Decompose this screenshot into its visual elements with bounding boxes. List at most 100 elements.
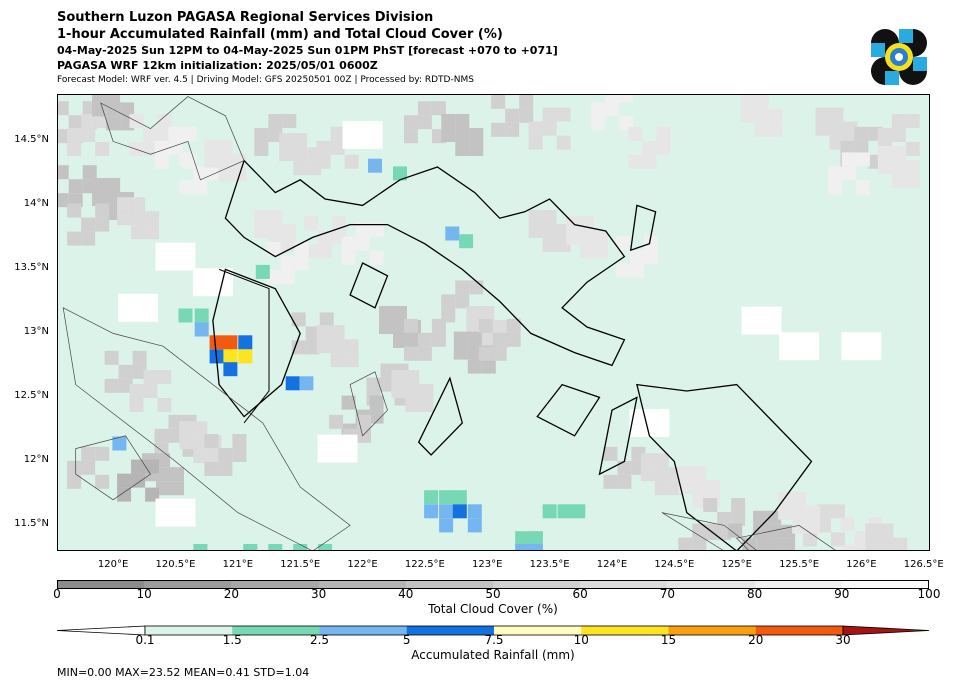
cloud-colorbar-segment (841, 580, 929, 589)
cloud-cover-cell (803, 532, 817, 547)
cloud-cover-cell (81, 114, 96, 128)
cloud-cover-cell (754, 108, 769, 123)
cloud-cover-cell (603, 446, 618, 461)
cloud-cover-cell (95, 217, 110, 232)
cloud-cover-cell (731, 498, 746, 512)
cloud-cover-cell (330, 339, 345, 354)
longitude-tick-label: 122.5°E (404, 559, 445, 570)
coastline (417, 376, 464, 456)
cloud-cover-cell (542, 210, 557, 224)
cloud-cover-cell (591, 116, 605, 131)
cloud-colorbar-tick: 30 (310, 587, 327, 601)
cloud-cover-cell (419, 398, 434, 412)
cloud-cover-cell (218, 153, 233, 168)
cloud-cover-cell (304, 216, 319, 231)
cloud-cover-cell (629, 249, 644, 264)
rainfall-cell (459, 234, 474, 249)
rain-colorbar-segment (145, 626, 233, 635)
cloud-cover-cell (279, 147, 294, 162)
longitude-tick-label: 125.5°E (779, 559, 820, 570)
rain-colorbar-under-arrow (56, 625, 146, 636)
cloud-cover-cell (154, 428, 169, 443)
cloud-cover-cell (143, 128, 158, 142)
coastline (598, 396, 638, 476)
cloud-cover-cell (417, 332, 432, 347)
rainfall-cell (112, 436, 127, 451)
cloud-cover-cell (854, 531, 869, 546)
cloud-cover-cell (829, 121, 844, 136)
cloud-cover-cell (754, 122, 769, 137)
province-boundary (218, 268, 270, 424)
cloud-cover-cell (341, 250, 356, 265)
cloud-cover-cell (280, 270, 295, 284)
cloud-cover-cell (542, 224, 557, 238)
rainfall-cell (238, 349, 253, 364)
cloud-cover-cell (268, 224, 283, 238)
coastline (636, 383, 813, 551)
cloud-cover-cell (170, 481, 184, 496)
coastline-outside-region (62, 307, 351, 551)
cloud-cover-cell (268, 114, 283, 128)
cloud-cover-cell (642, 154, 657, 169)
cloud-cover-cell (467, 345, 482, 360)
longitude-tick-label: 121°E (222, 559, 254, 570)
rain-colorbar-segment (406, 626, 495, 635)
cloud-cover-cell (455, 142, 470, 156)
cloud-cover-cell (831, 532, 845, 547)
cloud-cover-cell (391, 370, 406, 384)
latitude-tick-label: 12.5°N (14, 390, 49, 402)
cloud-cover-cell (841, 166, 856, 181)
cloud-cover-cell (330, 353, 345, 368)
cloud-cover-cell (280, 256, 295, 270)
title-line-4: PAGASA WRF 12km initialization: 2025/05/… (57, 59, 378, 72)
cloud-cover-cell (391, 384, 406, 398)
cloud-cover-cell (877, 160, 892, 174)
cloud-cover-cell (829, 107, 844, 122)
cloud-cover-cell (218, 462, 233, 476)
cloud-cover-cell (494, 320, 509, 334)
cloud-cover-cell (81, 231, 96, 246)
rainfall-cell (528, 531, 543, 546)
cloud-colorbar-frame (57, 580, 929, 589)
cloud-cover-cell (143, 370, 158, 384)
cloud-cover-cell (891, 174, 906, 188)
cloud-cover-cell (179, 421, 194, 436)
cloud-cover-cell (95, 474, 110, 489)
cloud-cover-cell (806, 505, 821, 520)
cloud-cover-cell (740, 108, 755, 123)
rainfall-cell (368, 158, 382, 173)
cloud-cover-cell (528, 135, 543, 150)
cloud-cover-cell (441, 128, 456, 142)
cloud-cover-cell (316, 325, 331, 340)
cloud-cover-cell (182, 126, 197, 141)
cloud-cover-cell (692, 480, 707, 494)
cloud-cover-cell (854, 140, 869, 155)
cloud-cover-cell (341, 395, 356, 410)
cloud-cover-cell (792, 491, 807, 506)
cloud-cover-cell (905, 142, 920, 156)
rainfall-cell (424, 504, 439, 519)
cloud-cover-cell (528, 121, 543, 136)
cloud-cover-cell (179, 152, 194, 167)
cloud-cover-cell (379, 320, 393, 334)
cloud-cover-cell (731, 512, 746, 526)
cloud-cover-cell (643, 235, 658, 250)
cloud-cover-cell (840, 140, 855, 155)
rainfall-cell (439, 504, 454, 519)
cloud-cover-cell (815, 107, 830, 122)
cloud-colorbar-segment (405, 580, 493, 589)
cloud-cover-cell (854, 126, 869, 141)
cloud-cover-cell (168, 126, 183, 141)
cloud-cover-cell (528, 210, 543, 224)
longitude-tick-label: 123.5°E (529, 559, 570, 570)
cloud-cover-cell (316, 339, 331, 354)
rainfall-cell (515, 544, 530, 551)
cloud-cover-cell (455, 128, 470, 142)
cloud-cover-cell (478, 346, 493, 361)
cloud-cover-cell (293, 147, 308, 162)
cloud-cover-cell (118, 364, 133, 379)
cloud-cover-cell (831, 504, 845, 519)
cloud-cover-cell (344, 353, 359, 368)
latitude-tick-label: 13.5°N (14, 262, 49, 274)
map-frame (57, 94, 930, 551)
